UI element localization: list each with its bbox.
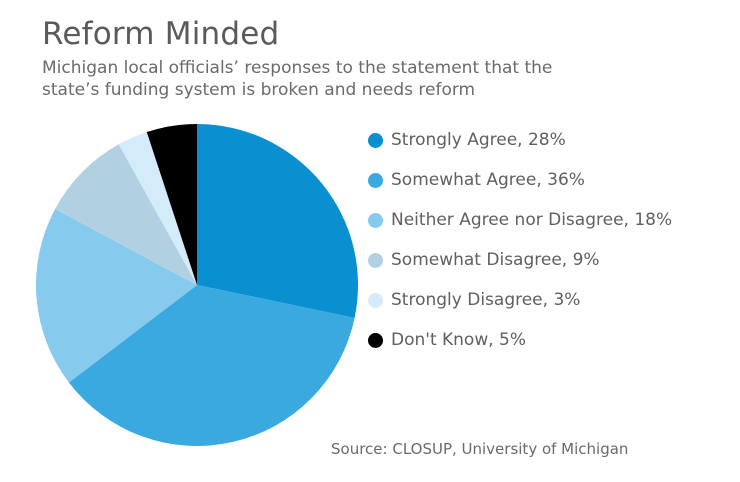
legend-item-somewhat-agree: Somewhat Agree, 36% — [368, 160, 672, 200]
legend-swatch — [368, 332, 383, 348]
legend-label: Somewhat Agree, 36% — [391, 170, 585, 190]
pie-slice-somewhat-disagree — [55, 144, 198, 285]
legend-item-strongly-disagree: Strongly Disagree, 3% — [368, 280, 672, 320]
legend-swatch — [368, 132, 383, 148]
pie-slice-somewhat-agree — [68, 285, 355, 447]
legend-swatch — [368, 292, 383, 308]
legend-item-somewhat-disagree: Somewhat Disagree, 9% — [368, 240, 672, 280]
legend-swatch — [368, 252, 383, 268]
legend: Strongly Agree, 28% Somewhat Agree, 36% … — [368, 120, 672, 360]
legend-swatch — [368, 212, 383, 228]
legend-label: Strongly Disagree, 3% — [391, 290, 581, 310]
pie-slice-neither — [36, 208, 197, 383]
subtitle-line-1: Michigan local officials’ responses to t… — [42, 58, 553, 78]
source-note: Source: CLOSUP, University of Michigan — [331, 440, 629, 458]
pie-slice-strongly-disagree — [118, 132, 197, 285]
chart-subtitle: Michigan local officials’ responses to t… — [42, 57, 692, 101]
subtitle-line-2: state’s funding system is broken and nee… — [42, 80, 476, 100]
pie-slice-dont-know — [146, 124, 197, 285]
legend-label: Don't Know, 5% — [391, 330, 527, 350]
legend-label: Neither Agree nor Disagree, 18% — [391, 210, 673, 230]
legend-item-strongly-agree: Strongly Agree, 28% — [368, 120, 672, 160]
legend-item-dont-know: Don't Know, 5% — [368, 320, 672, 360]
chart-title: Reform Minded — [42, 16, 280, 52]
legend-swatch — [368, 172, 383, 188]
legend-label: Somewhat Disagree, 9% — [391, 250, 600, 270]
pie-slice-strongly-agree — [197, 124, 359, 318]
legend-label: Strongly Agree, 28% — [391, 130, 566, 150]
legend-item-neither: Neither Agree nor Disagree, 18% — [368, 200, 672, 240]
